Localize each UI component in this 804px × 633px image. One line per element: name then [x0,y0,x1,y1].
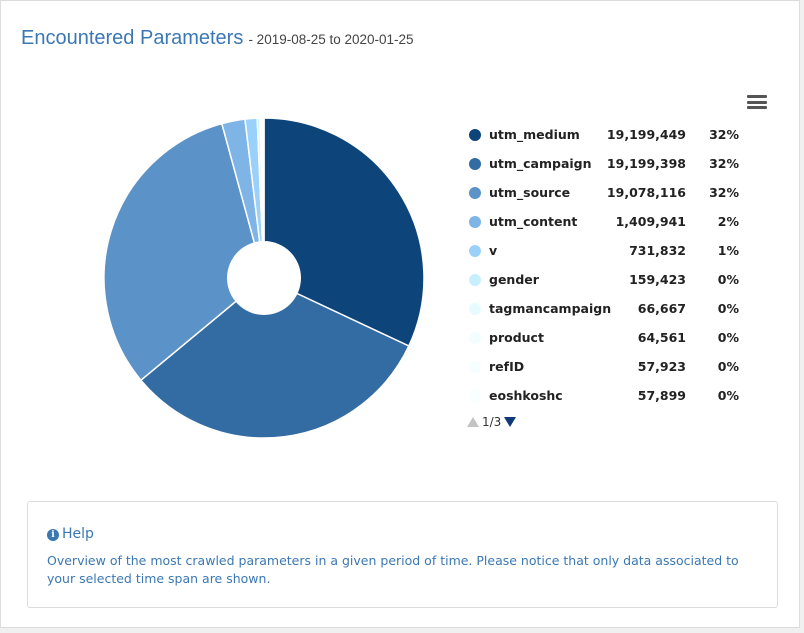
chart-date-range: - 2019-08-25 to 2020-01-25 [248,32,414,47]
legend-percent: 32% [709,127,739,142]
legend-next-page-icon[interactable] [504,417,517,427]
pie-slice-utm_medium[interactable] [263,117,425,347]
legend-value: 19,078,116 [606,185,686,200]
legend-swatch [469,390,481,402]
legend-percent: 0% [717,330,739,345]
chart-header: Encountered Parameters - 2019-08-25 to 2… [21,27,414,50]
pie-chart [103,117,425,439]
legend-value: 1,409,941 [615,214,686,229]
legend-label: v [489,243,498,258]
legend-swatch [469,216,481,228]
legend-percent: 0% [717,388,739,403]
info-icon: i [47,529,59,541]
legend-item-gender[interactable]: gender 159,423 0% [467,268,757,297]
help-panel: i Help Overview of the most crawled param… [27,501,778,608]
legend-percent: 32% [709,156,739,171]
help-text: Overview of the most crawled parameters … [47,553,739,586]
legend-label: eoshkoshc [489,388,563,403]
legend-value: 64,561 [637,330,686,345]
chart-legend: utm_medium 19,199,449 32% utm_campaign 19,19… [467,123,757,413]
help-heading: i Help [47,526,94,542]
legend-item-utm_medium[interactable]: utm_medium 19,199,449 32% [467,123,757,152]
pie-center-hole [227,241,301,315]
legend-percent: 1% [717,243,739,258]
legend-label: utm_campaign [489,156,592,171]
legend-value: 731,832 [629,243,686,258]
chart-title: Encountered Parameters [21,27,244,49]
legend-item-tagmancampaign[interactable]: tagmancampaign 66,667 0% [467,297,757,326]
legend-label: utm_content [489,214,578,229]
legend-swatch [469,332,481,344]
legend-item-utm_source[interactable]: utm_source 19,078,116 32% [467,181,757,210]
legend-item-product[interactable]: product 64,561 0% [467,326,757,355]
legend-prev-page-icon[interactable] [467,417,479,427]
legend-label: product [489,330,544,345]
legend-percent: 0% [717,359,739,374]
legend-label: refID [489,359,525,374]
legend-value: 66,667 [637,301,686,316]
legend-label: utm_source [489,185,571,200]
legend-swatch [469,129,481,141]
legend-pager: 1/3 [467,415,517,429]
legend-percent: 0% [717,272,739,287]
legend-label: utm_medium [489,127,580,142]
legend-item-utm_campaign[interactable]: utm_campaign 19,199,398 32% [467,152,757,181]
legend-item-v[interactable]: v 731,832 1% [467,239,757,268]
legend-label: gender [489,272,539,287]
pie-slice-utm_source[interactable] [103,122,265,382]
legend-swatch [469,303,481,315]
legend-page-label: 1/3 [482,415,502,429]
chart-menu-icon[interactable] [747,95,767,111]
legend-swatch [469,245,481,257]
pie-slice-eoshkoshc[interactable] [262,117,265,279]
legend-value: 57,899 [637,388,686,403]
legend-swatch [469,187,481,199]
legend-value: 19,199,398 [606,156,686,171]
pie-slice-utm_campaign[interactable] [139,277,410,439]
legend-value: 19,199,449 [606,127,686,142]
legend-value: 159,423 [629,272,686,287]
legend-percent: 0% [717,301,739,316]
legend-swatch [469,361,481,373]
legend-percent: 32% [709,185,739,200]
legend-item-utm_content[interactable]: utm_content 1,409,941 2% [467,210,757,239]
legend-swatch [469,274,481,286]
legend-item-eoshkoshc[interactable]: eoshkoshc 57,899 0% [467,384,757,413]
legend-label: tagmancampaign [489,301,612,316]
legend-item-refid[interactable]: refID 57,923 0% [467,355,757,384]
legend-value: 57,923 [637,359,686,374]
help-title: Help [62,526,94,542]
legend-swatch [469,158,481,170]
legend-percent: 2% [717,214,739,229]
